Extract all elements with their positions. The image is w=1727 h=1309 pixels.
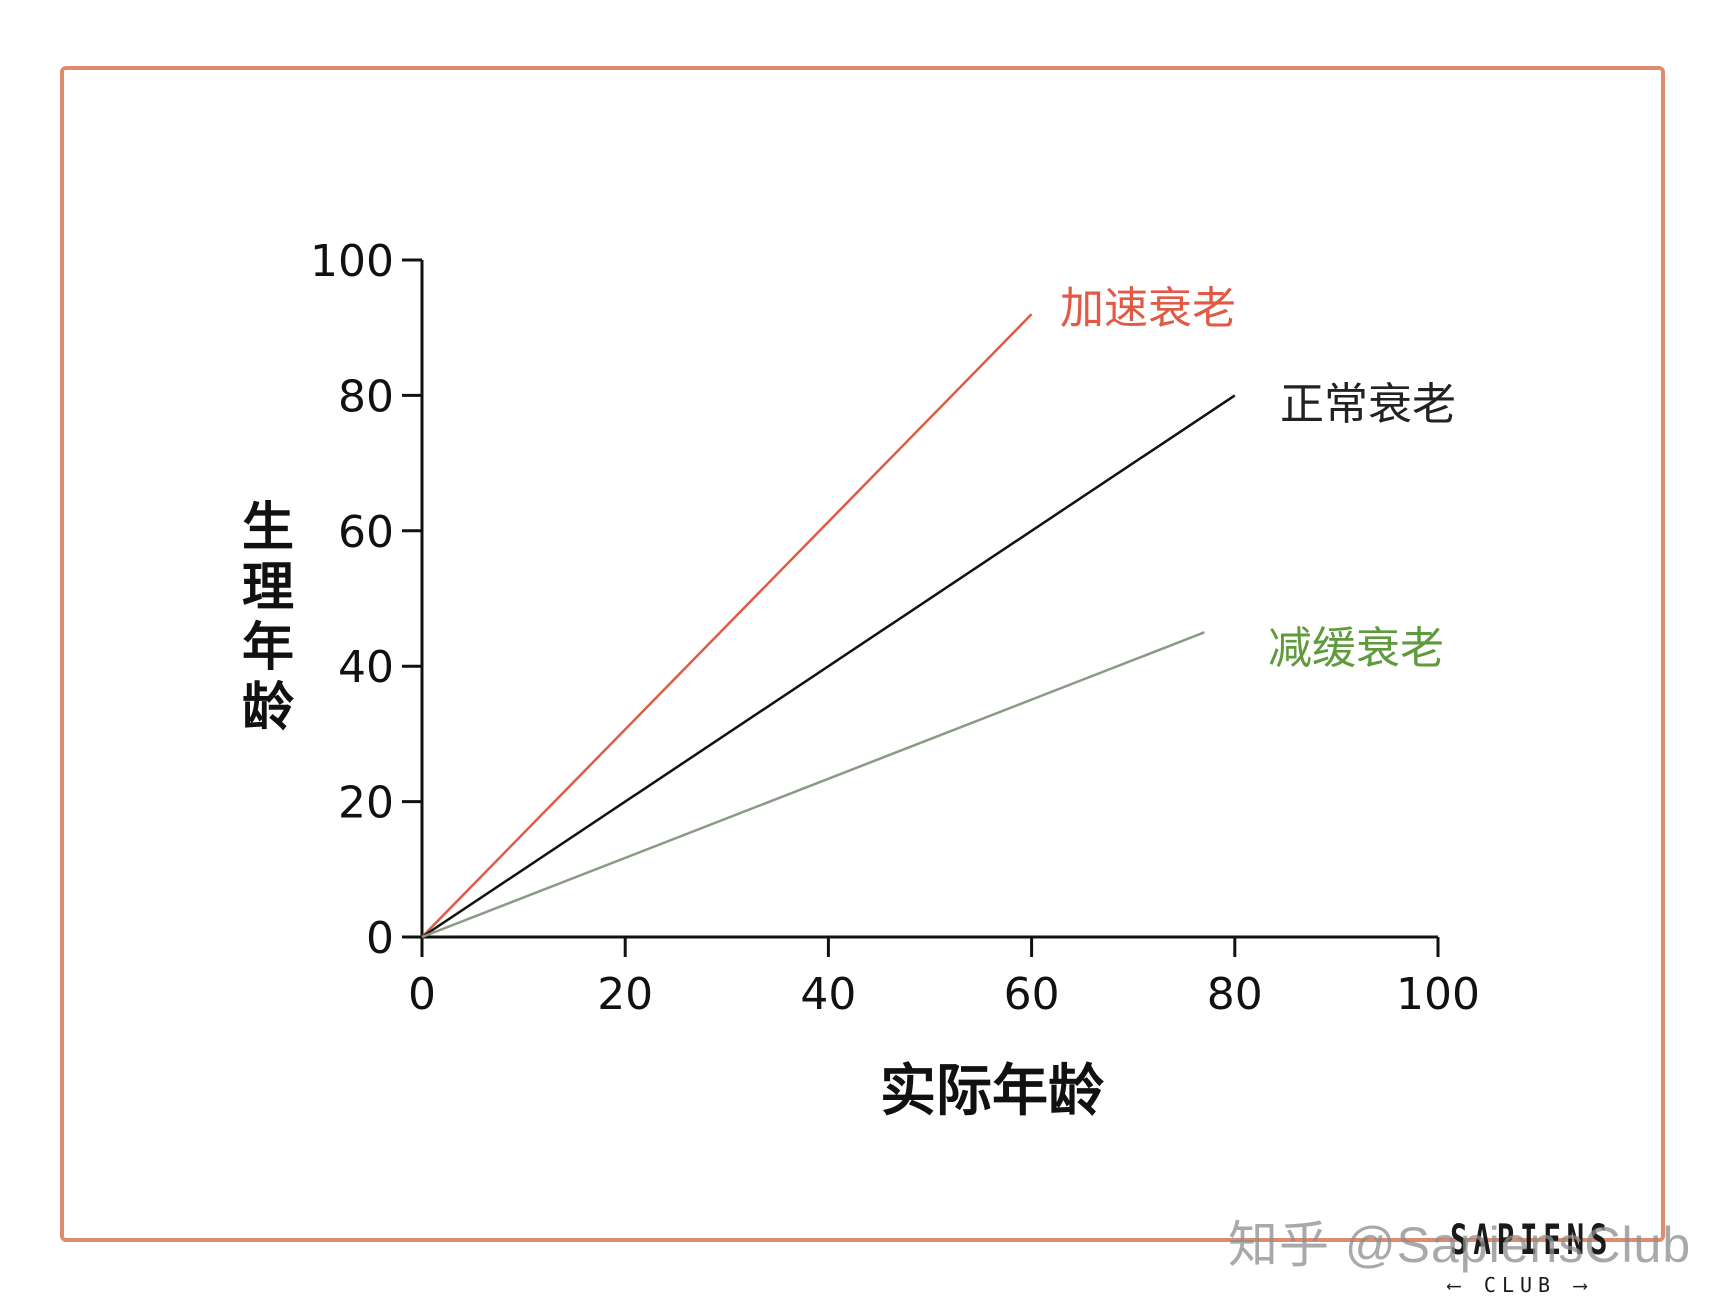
x-tick-label: 0: [408, 969, 436, 1020]
series-line: [421, 394, 1236, 939]
x-tick-label: 80: [1207, 969, 1263, 1020]
x-tick-label: 60: [1004, 969, 1060, 1020]
axes: [402, 258, 1440, 957]
y-tick-label: 60: [338, 507, 394, 558]
x-axis-title: 实际年龄: [880, 1059, 1104, 1124]
label-normal-aging: 正常衰老: [1280, 379, 1456, 430]
label-accelerated-aging: 加速衰老: [1060, 283, 1236, 334]
label-slowed-aging: 减缓衰老: [1268, 623, 1444, 674]
x-tick-label: 40: [800, 969, 856, 1020]
y-tick-label: 0: [366, 913, 394, 964]
x-tick-label: 20: [597, 969, 653, 1020]
y-tick-label: 40: [338, 642, 394, 693]
y-axis-title: 生理年龄: [241, 498, 294, 738]
y-tick-label: 80: [338, 371, 394, 422]
y-tick-label: 20: [338, 778, 394, 829]
x-tick-label: 100: [1396, 969, 1480, 1020]
sapiens-club-logo: SAPIENS ⟵ CLUB ⟶: [1420, 1216, 1620, 1298]
watermark: 知乎 @SapiensClub: [1228, 1217, 1692, 1273]
tick-labels: 0 20 40 60 80 100 0 20 40 60 80 100: [310, 236, 1480, 1020]
series-line: [421, 631, 1205, 939]
logo-main-text: SAPIENS: [1450, 1215, 1614, 1264]
logo-sub-text: ⟵ CLUB ⟶: [1447, 1273, 1593, 1297]
y-tick-label: 100: [310, 236, 394, 287]
series-lines: [421, 313, 1236, 939]
series-line: [421, 313, 1033, 938]
chart-frame: [60, 66, 1665, 1242]
